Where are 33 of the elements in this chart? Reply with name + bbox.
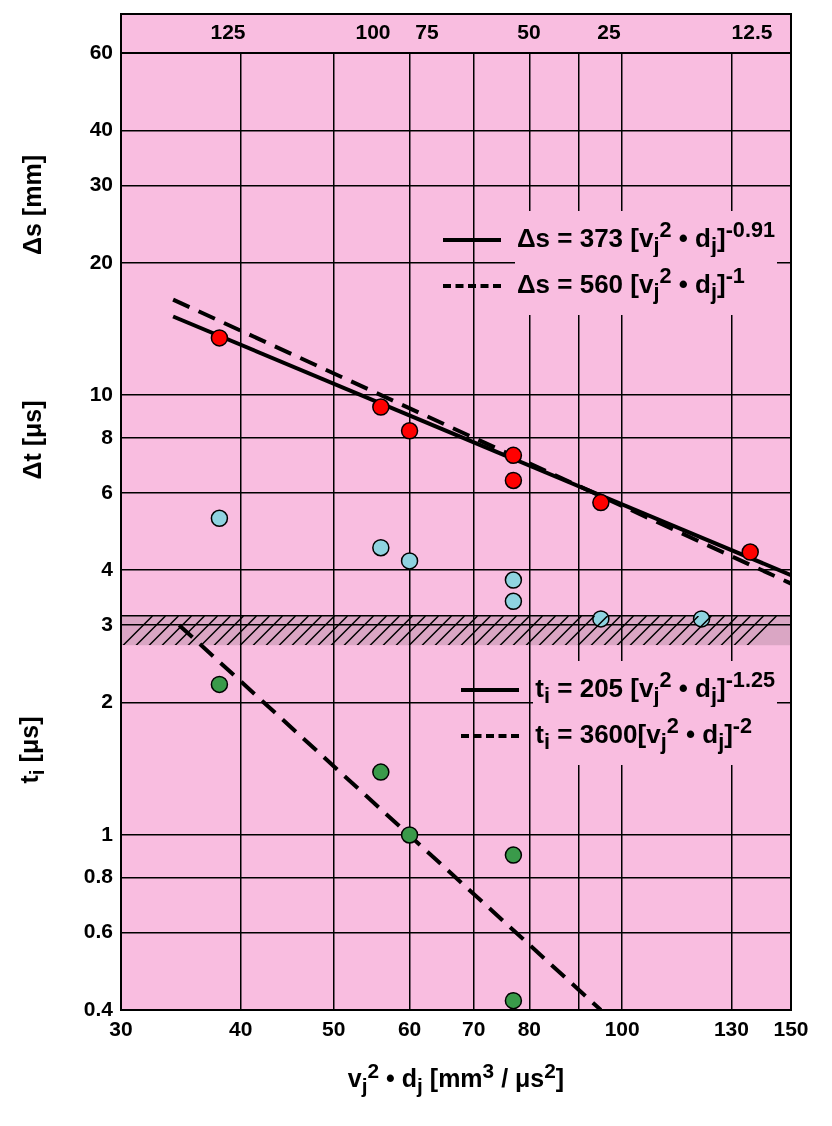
- text: t$_{i}$ = 3600[v$_{j}$$^{2}$ • d$_{j}$]$^{-2}$: [535, 713, 753, 754]
- x-tick-label: 50: [321, 1017, 346, 1041]
- y-tick-label: 10: [89, 382, 113, 406]
- y-tick-label: 3: [101, 611, 113, 635]
- legend-label: Δs = 560 [v$_{j}$$^{2}$ • d$_{j}$]$^{-1}$: [514, 257, 747, 315]
- y-tick-label: 0.6: [83, 919, 113, 943]
- y-tick-label: 8: [101, 424, 114, 448]
- x-tick-label: 40: [229, 1017, 253, 1041]
- text: 100: [355, 20, 391, 44]
- y-tick-label: 60: [89, 39, 113, 63]
- y-tick-label: 4: [101, 557, 114, 581]
- y-tick-label: 2: [101, 689, 113, 713]
- text: 12.5: [731, 20, 773, 44]
- x-tick-label: 70: [462, 1017, 486, 1041]
- text: v$_{j}$$^{2}$ • d$_{j}$ [mm$^{3}$ / μs$^{2}$]: [347, 1059, 565, 1098]
- y-axis-title: Δs [mm]: [17, 155, 47, 255]
- text: 75: [415, 20, 439, 44]
- y-tick-label: 30: [89, 172, 113, 196]
- x-tick-label: 100: [604, 1017, 640, 1041]
- x-tick-label: 60: [397, 1017, 422, 1041]
- y-tick-label: 40: [89, 117, 113, 141]
- text: Δt [μs]: [17, 400, 47, 480]
- text: 25: [597, 20, 621, 44]
- y-tick-label: 0.8: [83, 864, 114, 888]
- text: 125: [210, 20, 246, 44]
- y-tick-label: 0.4: [83, 996, 114, 1020]
- y-tick-label: 20: [89, 249, 113, 273]
- text: 50: [517, 20, 541, 44]
- y-tick-label: 1: [101, 821, 114, 845]
- x-tick-label: 130: [713, 1017, 749, 1041]
- y-tick-label: 6: [101, 479, 113, 503]
- x-tick-label: 80: [517, 1017, 541, 1041]
- x-tick-label: 150: [773, 1017, 809, 1041]
